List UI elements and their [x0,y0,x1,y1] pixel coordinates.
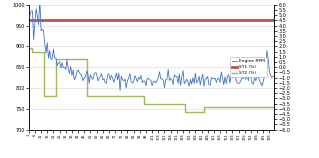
Legend: Engine RPM, ST1 (%), ST2 (%): Engine RPM, ST1 (%), ST2 (%) [230,57,267,77]
